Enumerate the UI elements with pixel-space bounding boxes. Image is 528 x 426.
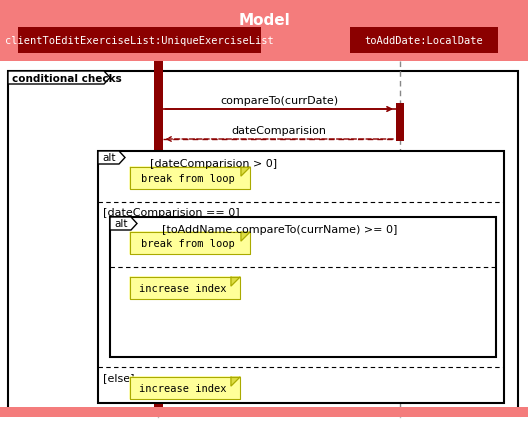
- Polygon shape: [241, 167, 250, 177]
- Polygon shape: [8, 72, 110, 85]
- Bar: [396, 104, 404, 142]
- Polygon shape: [110, 218, 137, 230]
- Bar: [98, 152, 504, 403]
- Text: break from loop: break from loop: [141, 173, 234, 184]
- Text: [toAddName.compareTo(currName) >= 0]: [toAddName.compareTo(currName) >= 0]: [162, 225, 398, 234]
- Polygon shape: [130, 233, 250, 254]
- Text: increase index: increase index: [139, 383, 227, 393]
- Text: break from loop: break from loop: [141, 239, 234, 248]
- Text: increase index: increase index: [139, 283, 227, 294]
- Bar: [0, 0, 528, 62]
- Polygon shape: [130, 377, 240, 399]
- Text: [dateComparision == 0]: [dateComparision == 0]: [103, 207, 240, 218]
- Text: clientToEditExerciseList:UniqueExerciseList: clientToEditExerciseList:UniqueExerciseL…: [5, 36, 274, 46]
- Polygon shape: [130, 167, 250, 190]
- Text: [else]: [else]: [103, 372, 135, 382]
- Text: [dateComparision > 0]: [dateComparision > 0]: [150, 158, 277, 169]
- Bar: [0, 407, 528, 417]
- Text: alt: alt: [114, 219, 127, 229]
- Text: compareTo(currDate): compareTo(currDate): [220, 96, 338, 106]
- Polygon shape: [130, 277, 240, 299]
- Text: dateComparision: dateComparision: [232, 126, 327, 136]
- Bar: [8, 72, 518, 413]
- Text: alt: alt: [102, 153, 116, 163]
- Polygon shape: [231, 277, 240, 286]
- Text: conditional checks: conditional checks: [12, 73, 122, 83]
- Text: toAddDate:LocalDate: toAddDate:LocalDate: [365, 36, 483, 46]
- Text: Model: Model: [238, 13, 290, 28]
- Bar: [110, 218, 496, 357]
- Bar: [154, 62, 163, 407]
- Polygon shape: [98, 152, 125, 164]
- Polygon shape: [241, 233, 250, 242]
- Bar: [350, 28, 498, 54]
- Bar: [18, 28, 261, 54]
- Polygon shape: [231, 377, 240, 386]
